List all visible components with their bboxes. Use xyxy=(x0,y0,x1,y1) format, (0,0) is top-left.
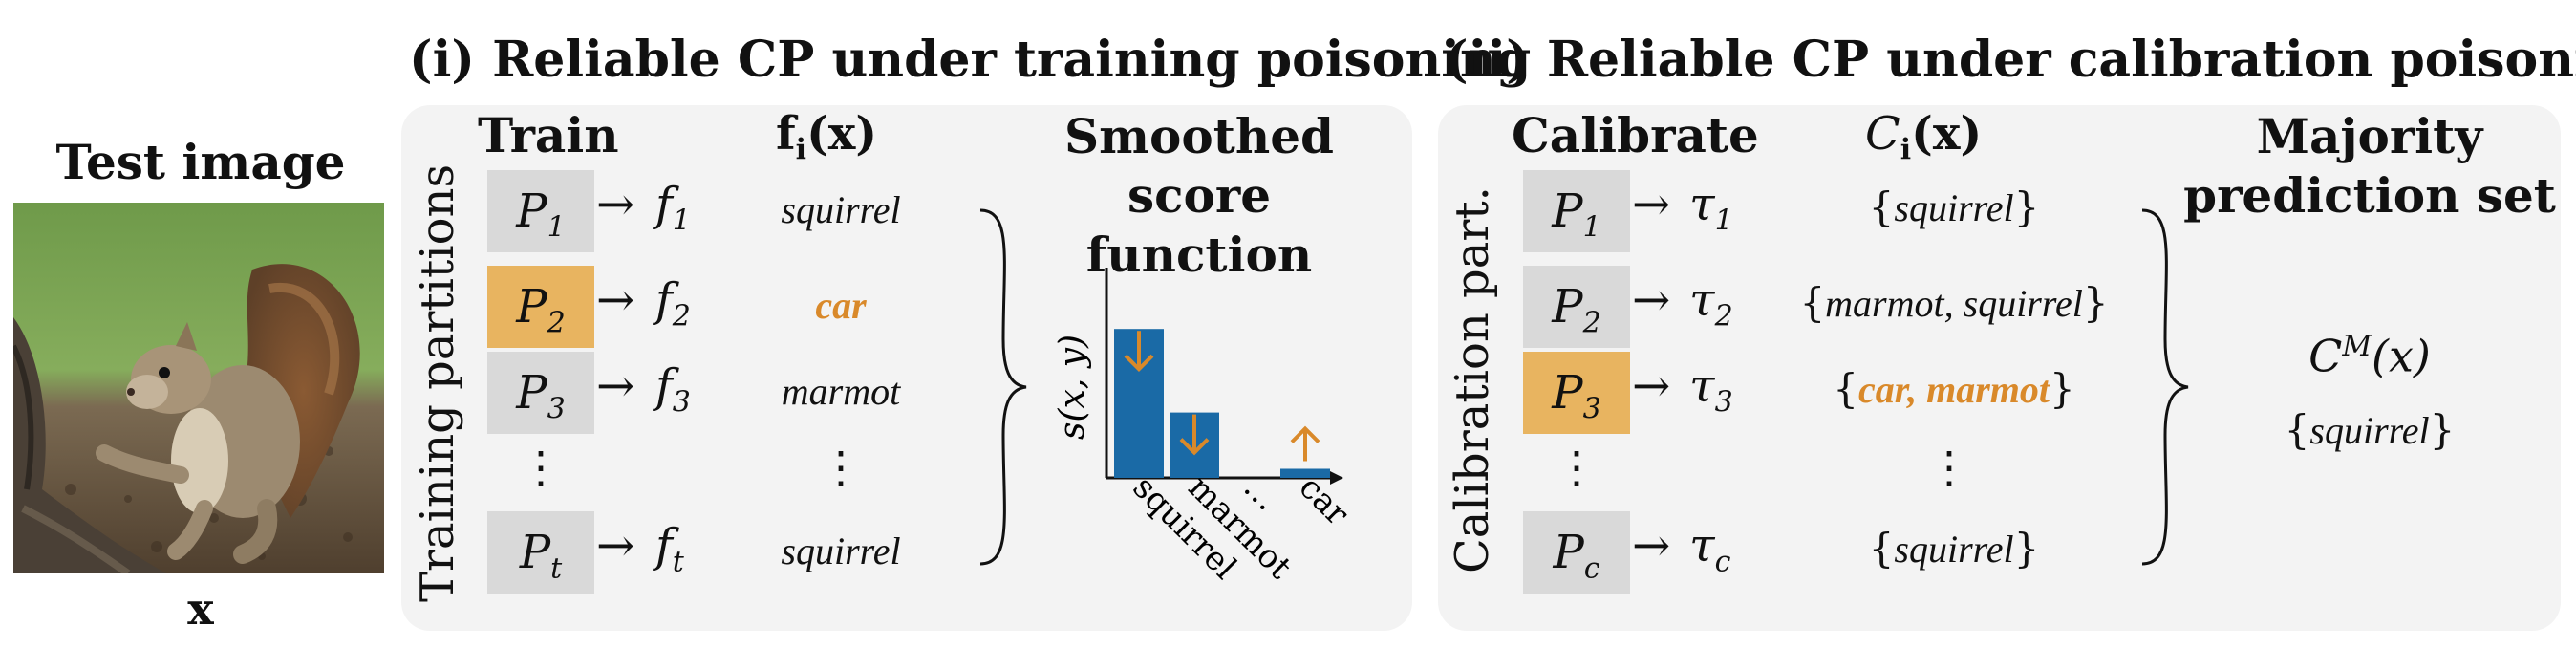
smoothed-score-header: Smoothed score function xyxy=(994,107,1405,285)
train-column-header: Train xyxy=(478,107,619,163)
calibration-partition-4: Pc xyxy=(1523,511,1630,594)
panel2-title: (ii) Reliable CP under calibration poiso… xyxy=(1445,31,2576,89)
c-sub: i xyxy=(1900,133,1912,167)
calibration-arrow-2: → xyxy=(1632,273,1671,327)
test-image-title: Test image xyxy=(55,134,346,190)
partition-symbol: P3 xyxy=(1552,366,1601,426)
calibration-partition-2: P2 xyxy=(1523,266,1630,348)
threshold-4: τc xyxy=(1689,519,1731,579)
majority-arg: (x) xyxy=(2372,330,2431,382)
calibration-arrow-1: → xyxy=(1632,178,1671,231)
majority-header: Majority prediction set xyxy=(2179,107,2561,226)
majority-line2: prediction set xyxy=(2183,167,2556,224)
threshold-1: τ1 xyxy=(1689,178,1733,238)
training-arrow-4: → xyxy=(596,519,635,572)
model-1: f1 xyxy=(655,178,691,238)
prediction-label-3: marmot xyxy=(781,370,901,413)
model-3: f3 xyxy=(655,359,691,420)
brace-open: { xyxy=(2284,406,2310,453)
set-item: squirrel xyxy=(1894,528,2014,571)
majority-set-value: {squirrel} xyxy=(2207,406,2532,453)
arrowhead-down-squirrel xyxy=(1124,354,1154,373)
f-column-header: fi(x) xyxy=(776,107,877,167)
c-column-header: Ci(x) xyxy=(1865,107,1982,167)
partition-symbol: P1 xyxy=(516,184,566,245)
smoothed-score-line2: function xyxy=(1085,227,1313,283)
calibration-arrow-4: → xyxy=(1632,519,1671,572)
calibration-arrow-3: → xyxy=(1632,359,1671,413)
set-item: marmot xyxy=(1825,282,1944,325)
test-image-squirrel xyxy=(13,203,384,573)
training-partition-2: P2 xyxy=(487,266,594,348)
partition-ellipsis: ⋮ xyxy=(519,442,563,493)
panel1-brace xyxy=(979,208,1027,566)
x-axis-arrowhead xyxy=(1330,471,1343,485)
c-arg: (x) xyxy=(1911,107,1983,161)
majority-c: C xyxy=(2308,330,2343,382)
prediction-set-1: {squirrel} xyxy=(1868,184,2040,230)
calibration-partitions-label: Calibration part. xyxy=(1446,186,1499,573)
test-image-variable: x xyxy=(187,583,214,635)
c-symbol: C xyxy=(1865,107,1900,161)
y-axis-label: s(x, y) xyxy=(1053,335,1092,440)
training-arrow-2: → xyxy=(596,273,635,327)
training-partition-4: Pt xyxy=(487,511,594,594)
set-item: marmot xyxy=(1926,368,2050,411)
bar-car xyxy=(1280,468,1330,478)
arrowhead-up-car xyxy=(1290,425,1320,443)
partition-symbol: P3 xyxy=(516,366,566,426)
prediction-label-2: car xyxy=(815,284,867,327)
threshold-2: τ2 xyxy=(1689,273,1733,334)
partition-symbol: P1 xyxy=(1552,184,1601,245)
panel1-title: (i) Reliable CP under training poisoning xyxy=(409,31,1532,89)
prediction-set-3: {car, marmot} xyxy=(1833,365,2075,412)
set-item: squirrel xyxy=(1894,186,2014,229)
prediction-label-4: squirrel xyxy=(781,529,901,572)
calib-partition-ellipsis: ⋮ xyxy=(1555,442,1599,493)
calibration-partition-3: P3 xyxy=(1523,352,1630,434)
majority-set-symbol: CM(x) xyxy=(2207,330,2532,381)
majority-sup: M xyxy=(2342,330,2372,363)
calibrate-column-header: Calibrate xyxy=(1512,107,1759,163)
training-arrow-3: → xyxy=(596,359,635,413)
model-4: ft xyxy=(655,519,684,579)
f-symbol: f xyxy=(776,107,796,161)
f-arg: (x) xyxy=(806,107,878,161)
training-partitions-label: Training partitions xyxy=(411,163,464,602)
panel2-brace xyxy=(2141,208,2189,566)
partition-symbol: Pc xyxy=(1553,526,1600,586)
threshold-3: τ3 xyxy=(1689,359,1733,420)
majority-set-item: squirrel xyxy=(2309,409,2430,452)
training-partition-1: P1 xyxy=(487,170,594,252)
training-arrow-1: → xyxy=(596,178,635,231)
prediction-set-4: {squirrel} xyxy=(1868,525,2040,572)
f-sub: i xyxy=(795,133,807,167)
partition-symbol: P2 xyxy=(516,280,566,340)
smoothed-score-line1: Smoothed score xyxy=(1064,108,1334,224)
prediction-set-2: {marmot, squirrel} xyxy=(1799,279,2109,326)
model-2: f2 xyxy=(655,273,691,334)
training-partition-3: P3 xyxy=(487,352,594,434)
partition-symbol: P2 xyxy=(1552,280,1601,340)
prediction-label-1: squirrel xyxy=(781,188,901,231)
partition-symbol: Pt xyxy=(519,526,563,586)
label-ellipsis: ⋮ xyxy=(819,442,863,493)
calib-set-ellipsis: ⋮ xyxy=(1927,442,1971,493)
set-item: squirrel xyxy=(1963,282,2083,325)
majority-line1: Majority xyxy=(2256,108,2483,164)
brace-close: } xyxy=(2429,406,2456,453)
calibration-partition-1: P1 xyxy=(1523,170,1630,252)
arrowhead-down-marmot xyxy=(1179,438,1210,456)
set-item: car xyxy=(1857,368,1908,411)
